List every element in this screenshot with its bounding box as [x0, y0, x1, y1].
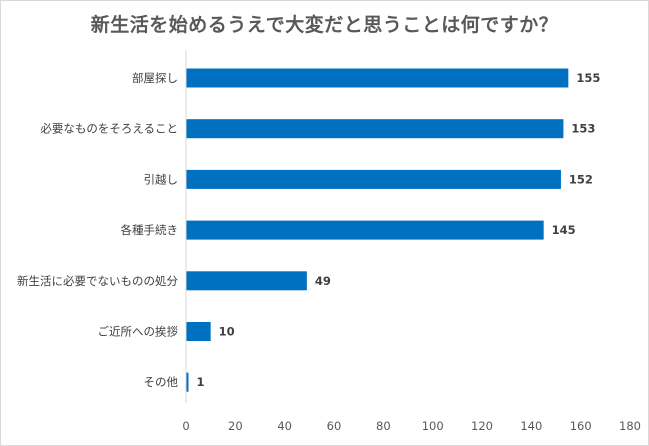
- x-tick-label: 180: [619, 419, 641, 433]
- bar: [186, 220, 544, 240]
- x-tick-label: 40: [277, 419, 292, 433]
- category-label: その他: [144, 375, 179, 389]
- x-tick-label: 140: [520, 419, 542, 433]
- category-label: 引越し: [144, 172, 179, 186]
- bar: [186, 322, 211, 341]
- category-label: 必要なものをそろえること: [40, 122, 178, 136]
- data-label: 1: [196, 375, 204, 389]
- data-label: 155: [576, 71, 600, 85]
- x-tick-label: 0: [182, 419, 189, 433]
- bar: [186, 271, 307, 291]
- data-label: 145: [552, 223, 576, 237]
- chart-title: 新生活を始めるうえで大変だと思うことは何ですか？: [90, 14, 559, 36]
- data-label: 49: [315, 274, 331, 288]
- data-label: 153: [571, 122, 595, 136]
- x-tick-label: 100: [422, 419, 444, 433]
- x-tick-label: 20: [228, 419, 243, 433]
- category-label: 新生活に必要でないものの処分: [17, 274, 178, 288]
- data-label: 10: [219, 325, 235, 339]
- bar: [186, 169, 561, 189]
- category-label: 部屋探し: [132, 71, 178, 85]
- x-tick-label: 160: [570, 419, 592, 433]
- x-tick-label: 60: [327, 419, 342, 433]
- category-label: ご近所への挨拶: [98, 325, 179, 339]
- data-label: 152: [569, 172, 593, 186]
- bar: [186, 119, 564, 139]
- bar: [186, 68, 569, 88]
- bar: [186, 372, 189, 392]
- x-tick-label: 120: [471, 419, 493, 433]
- x-tick-label: 80: [376, 419, 391, 433]
- category-label: 各種手続き: [121, 223, 179, 237]
